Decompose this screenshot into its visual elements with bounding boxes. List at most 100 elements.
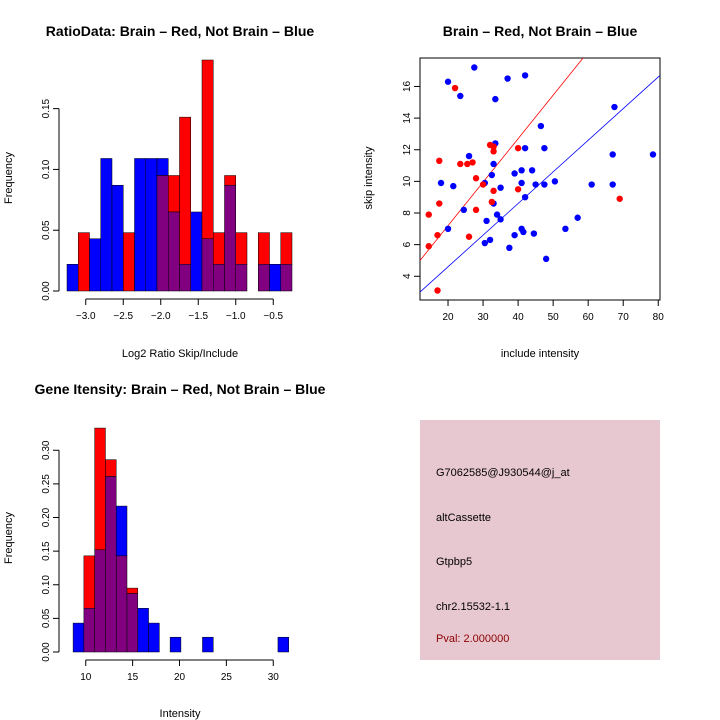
ratio-y-tick-label: 0.15 <box>41 98 52 118</box>
ratio-bar-not-brain <box>89 238 101 292</box>
scatter-point-not-brain <box>541 181 548 188</box>
ratio-bar-brain <box>201 59 214 239</box>
scatter-point-brain <box>434 231 441 239</box>
gene-y-tick-label: 0.00 <box>41 642 52 662</box>
scatter-point-brain <box>436 157 443 165</box>
ratio-bar-brain <box>224 175 236 186</box>
ratio-y-tick-label: 0.00 <box>41 281 52 301</box>
scatter-point-not-brain <box>537 122 545 130</box>
scatter-point-brain <box>465 233 473 240</box>
gene-bar-overlap <box>83 608 95 653</box>
fit-line-not-brain <box>420 75 660 293</box>
ratio-bar-overlap <box>235 264 248 292</box>
scatter-point-not-brain <box>457 92 464 100</box>
ratio-y-tick-label: 0.05 <box>41 220 52 240</box>
gene-bar-overlap <box>105 476 117 653</box>
gene-bar-overlap <box>126 593 139 653</box>
info-panel-background <box>420 420 660 660</box>
location-text: chr2.15532-1.1 <box>436 601 510 613</box>
scatter-point-brain <box>472 206 480 214</box>
gene-x-tick-label: 20 <box>174 672 186 683</box>
scatter-y-tick-label: 14 <box>402 112 413 124</box>
scatter-point-brain <box>514 144 522 152</box>
scatter-x-tick-label: 40 <box>513 312 525 323</box>
scatter-point-not-brain <box>492 95 499 103</box>
ratio-bar-brain <box>235 232 248 265</box>
ratio-bar-brain <box>280 232 293 265</box>
scatter-x-label: include intensity <box>501 348 580 360</box>
scatter-point-not-brain <box>488 171 496 179</box>
scatter-point-not-brain <box>506 244 513 252</box>
gene-bar-not-brain <box>137 608 149 653</box>
gene-bar-brain <box>94 427 106 551</box>
gene-y-tick-label: 0.10 <box>41 575 52 595</box>
gene-bar-not-brain <box>148 622 160 653</box>
scatter-point-not-brain <box>471 64 478 71</box>
scatter-plot-frame <box>419 57 661 301</box>
gene-bar-brain <box>126 587 139 594</box>
gene-y-tick-label: 0.15 <box>41 541 52 561</box>
ratio-x-tick-label: −3.0 <box>76 311 96 322</box>
ratio-bar-not-brain <box>269 264 281 292</box>
ratio-bar-brain <box>78 232 90 292</box>
scatter-point-not-brain <box>450 182 457 190</box>
ratio-bar-not-brain <box>134 158 146 292</box>
ratio-x-tick-label: −2.5 <box>113 311 133 322</box>
scatter-point-brain <box>434 287 441 294</box>
scatter-point-not-brain <box>611 103 618 111</box>
scatter-point-not-brain <box>497 216 504 223</box>
scatter-point-brain <box>479 181 487 188</box>
gene-bar-brain <box>83 555 95 609</box>
ratio-x-tick-label: −0.5 <box>263 311 283 322</box>
scatter-point-not-brain <box>520 228 527 236</box>
ratio-x-tick-label: −1.0 <box>226 311 246 322</box>
gene-bar-overlap <box>115 555 128 653</box>
ratio-x-tick-label: −2.0 <box>151 311 171 322</box>
scatter-point-not-brain <box>521 72 529 79</box>
ratio-bar-overlap <box>168 211 180 292</box>
ratio-bar-brain <box>258 232 270 265</box>
gene-bar-not-brain <box>202 636 214 653</box>
ratio-bar-not-brain <box>156 158 169 176</box>
ratio-y-tick-label: 0.10 <box>41 159 52 179</box>
scatter-x-tick-label: 80 <box>653 312 665 323</box>
scatter-point-not-brain <box>649 151 657 158</box>
scatter-point-not-brain <box>444 78 452 85</box>
ratio-x-tick-label: −1.5 <box>188 311 208 322</box>
scatter-point-not-brain <box>511 170 518 177</box>
scatter-point-not-brain <box>521 144 529 152</box>
scatter-point-brain <box>616 195 623 202</box>
ratio-x-label: Log2 Ratio Skip/Include <box>122 348 238 360</box>
scatter-point-not-brain <box>609 181 616 188</box>
ratio-bar-overlap <box>224 184 236 292</box>
scatter-point-not-brain <box>551 178 559 185</box>
scatter-point-brain <box>490 143 497 150</box>
scatter-x-tick-label: 70 <box>618 312 630 323</box>
scatter-y-tick-label: 10 <box>402 175 413 187</box>
ratio-bar-not-brain <box>190 211 203 292</box>
gene-intensity-histogram: Gene Itensity: Brain – Red, Not Brain – … <box>3 381 326 720</box>
ratio-bar-overlap <box>213 264 225 292</box>
gene-x-tick-label: 30 <box>268 672 280 683</box>
gene-bar-overlap <box>94 549 106 653</box>
ratio-bar-overlap <box>179 264 191 292</box>
gene-y-tick-label: 0.30 <box>41 440 52 460</box>
gene-chart-title: Gene Itensity: Brain – Red, Not Brain – … <box>35 381 326 397</box>
scatter-point-brain <box>472 175 480 182</box>
gene-bar-brain <box>105 459 117 477</box>
scatter-point-brain <box>425 243 432 250</box>
scatter-point-brain <box>457 160 464 168</box>
scatter-point-not-brain <box>460 206 467 214</box>
scatter-point-not-brain <box>574 214 581 221</box>
scatter-point-not-brain <box>530 230 538 237</box>
scatter-x-tick-label: 60 <box>583 312 595 323</box>
gene-y-tick-label: 0.05 <box>41 608 52 628</box>
gene-bar-not-brain <box>115 505 128 557</box>
scatter-point-not-brain <box>511 231 518 239</box>
ratio-bar-brain <box>123 232 135 292</box>
scatter-x-tick-label: 20 <box>442 312 454 323</box>
scatter-point-brain <box>490 187 497 195</box>
scatter-point-not-brain <box>532 181 539 188</box>
ratio-bar-not-brain <box>111 184 124 292</box>
